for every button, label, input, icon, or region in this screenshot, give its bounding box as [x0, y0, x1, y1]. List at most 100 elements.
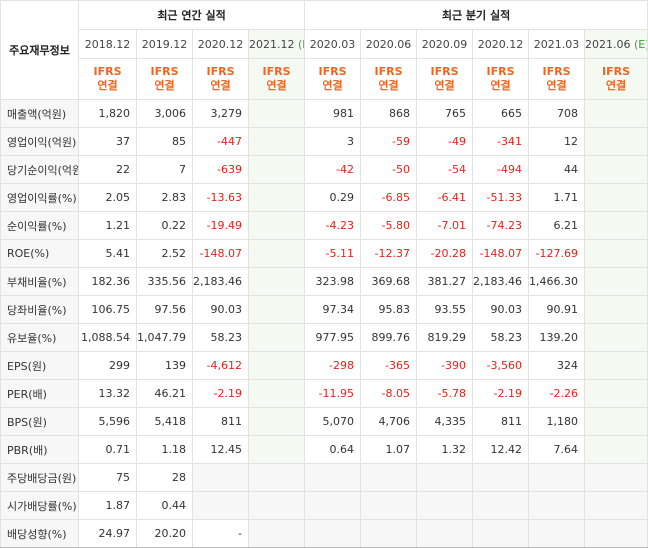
table-cell: 24.97	[78, 519, 137, 548]
table-cell: 369.68	[360, 267, 418, 296]
table-row: ROE(%) 5.41 2.52 -148.07 -5.11 -12.37 -20.28 -1…	[0, 239, 648, 268]
table-row: 매출액(억원) 1,820 3,006 3,279 981 868 765 665 708	[0, 99, 648, 128]
table-cell	[584, 295, 648, 324]
table-row: 순이익률(%) 1.21 0.22 -19.49 -4.23 -5.80 -7.01 -74.…	[0, 211, 648, 240]
table-cell: 90.03	[472, 295, 530, 324]
table-cell	[360, 491, 418, 520]
table-cell: 811	[192, 407, 249, 436]
table-cell: 1.18	[136, 435, 193, 464]
table-cell: -494	[472, 155, 530, 184]
basis-label: IFRS 연결	[247, 58, 306, 100]
table-cell: 95.83	[360, 295, 418, 324]
table-cell	[584, 239, 648, 268]
table-cell: -447	[192, 127, 249, 156]
row-label: ROE(%)	[0, 239, 79, 268]
table-cell: 4,706	[360, 407, 418, 436]
table-cell: 20.20	[136, 519, 193, 548]
period-header: 2020.06	[360, 29, 418, 59]
table-cell: 335.56	[136, 267, 193, 296]
table-cell	[247, 407, 306, 436]
table-cell: 13.32	[78, 379, 137, 408]
table-cell: 0.29	[304, 183, 362, 212]
row-label: 부채비율(%)	[0, 267, 79, 296]
table-cell	[584, 155, 648, 184]
table-cell	[304, 463, 362, 492]
table-cell: 5,418	[136, 407, 193, 436]
table-cell: -12.37	[360, 239, 418, 268]
table-cell	[584, 519, 648, 548]
table-row: 영업이익률(%) 2.05 2.83 -13.63 0.29 -6.85 -6.41 -51.…	[0, 183, 648, 212]
table-cell	[416, 519, 474, 548]
table-cell: 1.07	[360, 435, 418, 464]
row-label: 배당성향(%)	[0, 519, 79, 548]
table-cell	[472, 463, 530, 492]
table-cell	[528, 463, 586, 492]
side-header: 주요재무정보	[0, 0, 79, 100]
table-cell: -6.85	[360, 183, 418, 212]
table-cell: 299	[78, 351, 137, 380]
table-cell	[584, 407, 648, 436]
basis-label: IFRS 연결	[584, 58, 648, 100]
table-cell: 37	[78, 127, 137, 156]
table-cell	[584, 267, 648, 296]
table-cell: 106.75	[78, 295, 137, 324]
table-cell: -148.07	[192, 239, 249, 268]
table-cell: 811	[472, 407, 530, 436]
table-row: PBR(배) 0.71 1.18 12.45 0.64 1.07 1.32 12.42 7.64	[0, 435, 648, 464]
row-label: 순이익률(%)	[0, 211, 79, 240]
period-label: 2020.06	[365, 37, 412, 51]
basis-label: IFRS 연결	[360, 58, 418, 100]
table-cell: -4.23	[304, 211, 362, 240]
table-cell: 1,088.54	[78, 323, 137, 352]
row-label: 주당배당금(원)	[0, 463, 79, 492]
table-cell	[584, 351, 648, 380]
table-row: BPS(원) 5,596 5,418 811 5,070 4,706 4,335 811 1,1…	[0, 407, 648, 436]
table-cell: 4,335	[416, 407, 474, 436]
table-row: 배당성향(%) 24.97 20.20-	[0, 519, 648, 548]
table-cell	[304, 519, 362, 548]
table-cell: 5,596	[78, 407, 137, 436]
table-cell: -390	[416, 351, 474, 380]
row-label: 당좌비율(%)	[0, 295, 79, 324]
table-cell: 58.23	[192, 323, 249, 352]
table-cell: 899.76	[360, 323, 418, 352]
table-cell	[247, 99, 306, 128]
table-cell	[247, 267, 306, 296]
table-row: 유보율(%) 1,088.54 1,047.79 58.23 977.95 899.76 8…	[0, 323, 648, 352]
basis-label: IFRS 연결	[78, 58, 137, 100]
table-cell	[304, 491, 362, 520]
table-row: PER(배) 13.32 46.21 -2.19 -11.95 -8.05 -5.78 -2.…	[0, 379, 648, 408]
period-header: 2019.12	[136, 29, 193, 59]
table-cell: 868	[360, 99, 418, 128]
table-cell: 2.83	[136, 183, 193, 212]
table-cell: -298	[304, 351, 362, 380]
table-cell	[247, 379, 306, 408]
table-cell: -127.69	[528, 239, 586, 268]
table-cell: -19.49	[192, 211, 249, 240]
table-cell	[472, 491, 530, 520]
period-header: 2020.12	[192, 29, 249, 59]
period-label: 2020.03	[309, 37, 356, 51]
table-cell: 765	[416, 99, 474, 128]
table-cell: 977.95	[304, 323, 362, 352]
table-cell	[192, 491, 249, 520]
table-cell: 97.34	[304, 295, 362, 324]
table-cell	[584, 463, 648, 492]
table-cell: 0.64	[304, 435, 362, 464]
period-header: 2021.12 (E)	[247, 29, 306, 59]
table-cell: -2.19	[192, 379, 249, 408]
table-cell: 1,047.79	[136, 323, 193, 352]
period-header: 2021.06 (E)	[584, 29, 648, 59]
row-label: 영업이익(억원)	[0, 127, 79, 156]
table-row: 영업이익(억원) 37 85 -447 3 -59 -49 -341 12	[0, 127, 648, 156]
table-cell: 97.56	[136, 295, 193, 324]
annual-header: 최근 연간 실적	[77, 0, 306, 30]
table-cell: -5.80	[360, 211, 418, 240]
row-label: EPS(원)	[0, 351, 79, 380]
table-cell: -341	[472, 127, 530, 156]
table-cell	[584, 379, 648, 408]
row-label: PBR(배)	[0, 435, 79, 464]
table-cell: 90.03	[192, 295, 249, 324]
table-cell: 5,070	[304, 407, 362, 436]
